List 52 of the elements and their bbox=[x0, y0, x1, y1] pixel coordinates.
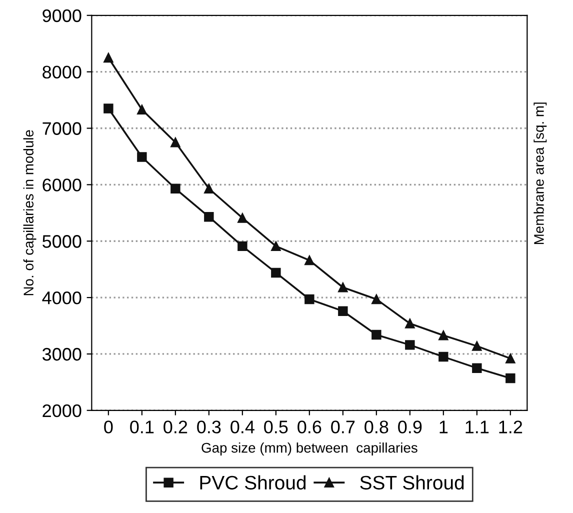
legend-label: PVC Shroud bbox=[200, 475, 306, 490]
y-tick-label: 5000 bbox=[42, 235, 82, 248]
x-tick-label: 0.8 bbox=[364, 420, 388, 434]
x-tick-label: 0.7 bbox=[331, 420, 355, 434]
y-tick-label: 9000 bbox=[42, 9, 82, 22]
point bbox=[137, 152, 147, 162]
y-tick-label: 4000 bbox=[42, 291, 82, 304]
y-tick-label: 2000 bbox=[42, 404, 82, 418]
y-axis-title: No. of capillaries in module bbox=[23, 130, 36, 296]
point bbox=[170, 137, 180, 148]
x-axis-title: Gap size (mm) between capillaries bbox=[202, 442, 418, 456]
point bbox=[472, 341, 482, 351]
x-tick-label: 0.2 bbox=[164, 420, 188, 434]
point bbox=[372, 330, 382, 340]
y-tick-label: 7000 bbox=[42, 122, 82, 135]
point bbox=[238, 241, 248, 252]
x-tick-label: 0 bbox=[104, 420, 113, 434]
point bbox=[304, 294, 314, 304]
x-tick-label: 1.2 bbox=[499, 420, 522, 434]
x-tick-label: 0.9 bbox=[398, 420, 422, 434]
point bbox=[204, 212, 214, 222]
point bbox=[372, 294, 382, 304]
x-tick-label: 0.3 bbox=[197, 420, 221, 434]
point bbox=[304, 255, 314, 266]
x-tick-label: 0.4 bbox=[230, 420, 254, 434]
y-tick-label: 3000 bbox=[42, 348, 82, 361]
point bbox=[405, 340, 415, 350]
x-tick-label: 1 bbox=[440, 420, 448, 434]
y-tick-label: 8000 bbox=[42, 66, 82, 79]
point bbox=[506, 373, 516, 384]
point bbox=[506, 354, 516, 364]
point bbox=[170, 184, 180, 194]
point bbox=[271, 241, 281, 252]
x-tick-label: 0.6 bbox=[298, 420, 322, 434]
point bbox=[137, 104, 147, 114]
point bbox=[271, 268, 281, 278]
point bbox=[238, 213, 248, 223]
point bbox=[338, 306, 348, 316]
x-tick-label: 1.1 bbox=[466, 420, 489, 434]
point bbox=[204, 184, 214, 194]
y2-axis-title: Membrane area [sq. m] bbox=[534, 102, 547, 244]
point bbox=[104, 104, 114, 114]
legend-label: SST Shroud bbox=[360, 475, 464, 490]
x-tick-label: 0.1 bbox=[130, 420, 154, 434]
point bbox=[438, 352, 448, 362]
x-tick-label: 0.5 bbox=[264, 420, 288, 434]
point bbox=[472, 363, 482, 373]
y-tick-label: 6000 bbox=[42, 178, 82, 192]
point bbox=[438, 330, 448, 340]
point bbox=[405, 318, 415, 328]
point bbox=[338, 282, 348, 292]
point bbox=[104, 52, 114, 63]
